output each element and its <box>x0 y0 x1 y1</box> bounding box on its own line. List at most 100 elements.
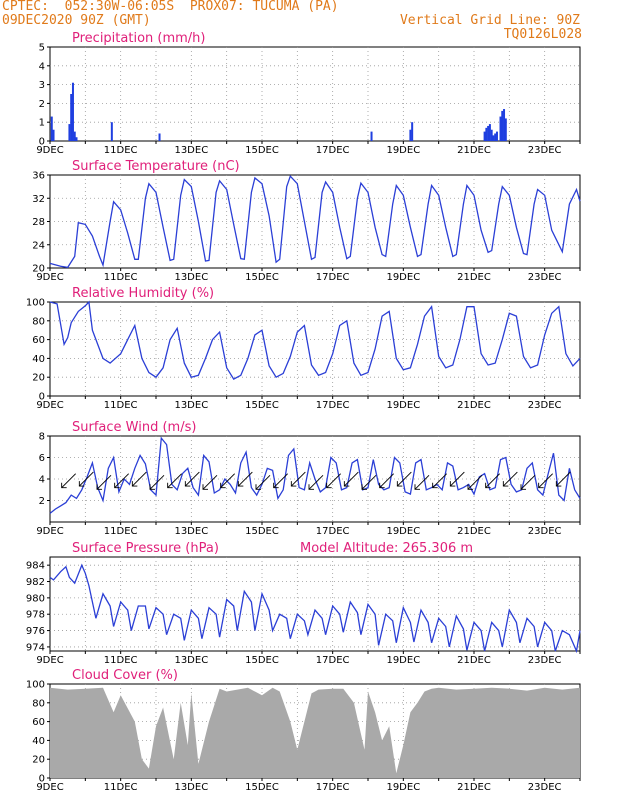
y-tick-label: 3 <box>39 80 45 91</box>
panel-title: Surface Pressure (hPa) <box>72 541 219 556</box>
wind-arrow-head <box>343 481 350 487</box>
wind-arrow <box>273 473 288 489</box>
panel-frame <box>49 301 581 397</box>
precip-bar <box>504 118 507 141</box>
wind-arrow-head <box>220 482 226 489</box>
precip-bar <box>490 129 493 141</box>
series-line <box>49 436 581 514</box>
y-tick-label: 6 <box>39 453 45 464</box>
x-tick-label: 23DEC <box>528 782 562 793</box>
y-tick-label: 60 <box>32 335 45 346</box>
panel-title: Relative Humidity (%) <box>72 286 214 301</box>
x-tick-label: 15DEC <box>245 655 279 666</box>
wind-arrow <box>61 473 76 489</box>
wind-arrow <box>255 474 271 490</box>
x-tick-label: 17DEC <box>316 526 350 537</box>
wind-arrow <box>132 471 147 487</box>
x-tick-label: 15DEC <box>245 782 279 793</box>
y-tick-label: 20 <box>32 755 45 766</box>
panel-0: 9DEC 11DEC 13DEC 15DEC 17DEC 19DEC 21DEC 23DEC 0… <box>36 31 581 156</box>
wind-arrow <box>467 474 483 490</box>
y-tick-label: 0 <box>39 137 45 148</box>
wind-arrow-head <box>237 481 244 487</box>
x-tick-label: 21DEC <box>457 526 491 537</box>
y-tick-label: 36 <box>32 171 45 182</box>
panel-frame <box>49 556 581 652</box>
wind-arrow-head <box>114 482 120 489</box>
panel-2: 9DEC 11DEC 13DEC 15DEC 17DEC 19DEC 21DEC 23DEC 0… <box>26 286 581 411</box>
cloud-area <box>50 687 580 778</box>
precip-bar <box>488 124 491 141</box>
wind-arrow-head <box>78 481 85 487</box>
series-line <box>49 174 581 269</box>
x-tick-label: 17DEC <box>316 655 350 666</box>
x-tick-label: 23DEC <box>528 526 562 537</box>
wind-arrow-head <box>485 482 491 489</box>
x-tick-label: 9DEC <box>36 145 63 156</box>
wind-arrow <box>79 471 94 487</box>
wind-arrow-head <box>131 481 138 487</box>
y-tick-label: 28 <box>32 217 45 228</box>
wind-arrow-head <box>520 484 526 490</box>
y-tick-label: 8 <box>39 432 45 443</box>
x-tick-label: 13DEC <box>174 272 208 283</box>
x-tick-label: 17DEC <box>316 145 350 156</box>
y-tick-label: 0 <box>39 392 45 403</box>
y-tick-label: 982 <box>26 577 45 588</box>
y-tick-label: 2 <box>39 99 45 110</box>
y-tick-label: 980 <box>26 593 45 604</box>
precip-bar <box>487 125 490 141</box>
y-tick-label: 1 <box>39 118 45 129</box>
wind-arrow-head <box>96 484 102 490</box>
y-tick-label: 4 <box>39 475 45 486</box>
precip-bar <box>495 131 498 141</box>
x-tick-label: 17DEC <box>316 272 350 283</box>
x-tick-label: 9DEC <box>36 526 63 537</box>
y-tick-label: 32 <box>32 194 45 205</box>
wind-arrow <box>220 473 235 489</box>
wind-arrow <box>114 473 129 489</box>
x-tick-label: 13DEC <box>174 145 208 156</box>
wind-arrow <box>202 474 218 490</box>
wind-arrow-head <box>167 482 173 489</box>
wind-arrow-head <box>538 482 544 489</box>
wind-arrow-head <box>255 484 261 490</box>
wind-arrow-head <box>414 484 420 490</box>
precip-bar <box>50 116 53 141</box>
wind-arrow-head <box>396 481 403 487</box>
wind-arrow <box>538 473 553 489</box>
wind-arrow-head <box>308 484 314 490</box>
x-tick-label: 11DEC <box>104 272 138 283</box>
wind-arrow <box>361 474 377 490</box>
wind-arrow-head <box>555 481 562 487</box>
precip-bar <box>485 127 488 141</box>
y-tick-label: 40 <box>32 736 45 747</box>
panel-3: 9DEC 11DEC 13DEC 15DEC 17DEC 19DEC 21DEC 23DEC 2… <box>36 420 581 537</box>
wind-arrow-head <box>273 482 279 489</box>
x-tick-label: 9DEC <box>36 782 63 793</box>
y-tick-label: 80 <box>32 316 45 327</box>
wind-arrow <box>414 474 430 490</box>
wind-arrow <box>503 471 518 487</box>
x-tick-label: 15DEC <box>245 400 279 411</box>
x-tick-label: 19DEC <box>386 782 420 793</box>
wind-arrow <box>167 473 182 489</box>
panel-title: Surface Temperature (nC) <box>72 159 240 174</box>
y-tick-label: 20 <box>32 264 45 275</box>
wind-arrow-head <box>149 484 155 490</box>
precip-bar <box>494 133 497 141</box>
y-tick-label: 80 <box>32 698 45 709</box>
x-tick-label: 19DEC <box>386 655 420 666</box>
wind-arrow-head <box>61 482 67 489</box>
y-tick-label: 5 <box>39 43 45 54</box>
y-tick-label: 100 <box>26 680 45 691</box>
header-line1: CPTEC: 052:30W-06:05S PROX07: TUCUMA (PA… <box>2 0 339 14</box>
wind-arrow <box>149 474 165 490</box>
x-tick-label: 21DEC <box>457 655 491 666</box>
panel-title: Cloud Cover (%) <box>72 668 178 683</box>
wind-arrow-head <box>184 481 191 487</box>
x-tick-label: 17DEC <box>316 400 350 411</box>
wind-arrow <box>238 471 253 487</box>
wind-arrow-head <box>449 481 456 487</box>
